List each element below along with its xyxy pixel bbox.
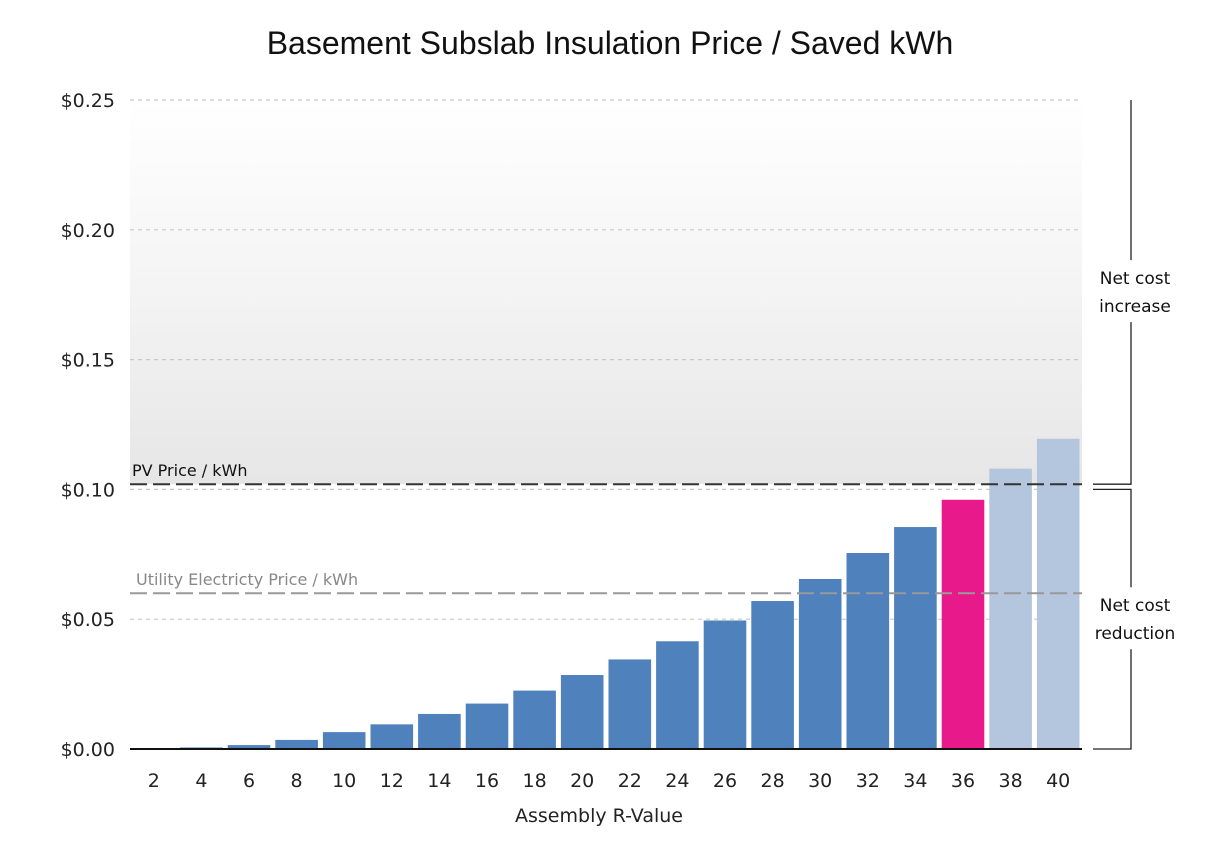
y-tick-label: $0.15	[61, 350, 115, 372]
y-tick-label: $0.05	[61, 609, 115, 631]
x-tick-label: 16	[475, 770, 499, 792]
x-tick-label: 26	[713, 770, 737, 792]
chart-title: Basement Subslab Insulation Price / Save…	[267, 25, 954, 61]
y-tick-label: $0.10	[61, 479, 115, 501]
x-tick-label: 34	[903, 770, 927, 792]
bar-r20	[560, 675, 604, 749]
bracket-label: increase	[1099, 297, 1171, 317]
y-axis: $0.00 $0.05 $0.10 $0.15 $0.20 $0.25	[61, 90, 115, 761]
y-tick-label: $0.20	[61, 220, 115, 242]
x-tick-label: 12	[380, 770, 404, 792]
brackets: Net cost increase Net cost reduction	[1093, 100, 1176, 750]
bracket-label: Net cost	[1100, 596, 1171, 616]
x-tick-label: 6	[243, 770, 255, 792]
x-tick-label: 4	[195, 770, 207, 792]
x-tick-label: 2	[148, 770, 160, 792]
bar-r36	[941, 499, 985, 749]
x-axis-label: Assembly R-Value	[515, 805, 683, 827]
bracket	[1093, 488, 1132, 750]
x-tick-label: 10	[332, 770, 356, 792]
bar-r10	[322, 732, 366, 749]
bar-r18	[513, 690, 556, 749]
x-tick-label: 36	[951, 770, 975, 792]
bar-r38	[989, 468, 1032, 749]
x-tick-label: 8	[291, 770, 303, 792]
reference-lines: PV Price / kWh Utility Electricty Price /…	[130, 461, 1082, 595]
bar-r32	[846, 553, 890, 749]
bar-r22	[608, 659, 652, 749]
y-tick-label: $0.25	[61, 90, 115, 112]
x-tick-label: 28	[761, 770, 785, 792]
x-tick-label: 22	[618, 770, 642, 792]
x-tick-label: 20	[570, 770, 594, 792]
bar-r34	[894, 527, 937, 749]
reference-line-label: PV Price / kWh	[132, 461, 248, 480]
bracket	[1093, 100, 1132, 485]
bracket-label: Net cost	[1100, 269, 1171, 289]
bar-r8	[275, 739, 318, 749]
bar-r6	[227, 745, 271, 749]
bar-r12	[370, 724, 414, 749]
reference-line-label: Utility Electricty Price / kWh	[136, 570, 358, 589]
bars	[132, 438, 1080, 750]
bar-r28	[751, 601, 794, 749]
x-tick-label: 24	[665, 770, 689, 792]
x-axis: 2 4 6 8 10 12 14 16 18 20 22 24 26 28 30 32 34 36 38 40	[148, 770, 1071, 792]
x-tick-label: 14	[427, 770, 451, 792]
bracket-label: reduction	[1095, 624, 1176, 644]
bar-r24	[656, 641, 699, 749]
bar-r14	[418, 713, 461, 749]
x-tick-label: 30	[808, 770, 832, 792]
y-tick-label: $0.00	[61, 739, 115, 761]
bar-r30	[798, 578, 842, 749]
x-tick-label: 40	[1046, 770, 1070, 792]
x-tick-label: 32	[856, 770, 880, 792]
bar-r16	[465, 703, 509, 749]
x-tick-label: 38	[999, 770, 1023, 792]
bar-r26	[703, 620, 747, 749]
x-tick-label: 18	[523, 770, 547, 792]
net-cost-increase-region	[130, 100, 1082, 485]
